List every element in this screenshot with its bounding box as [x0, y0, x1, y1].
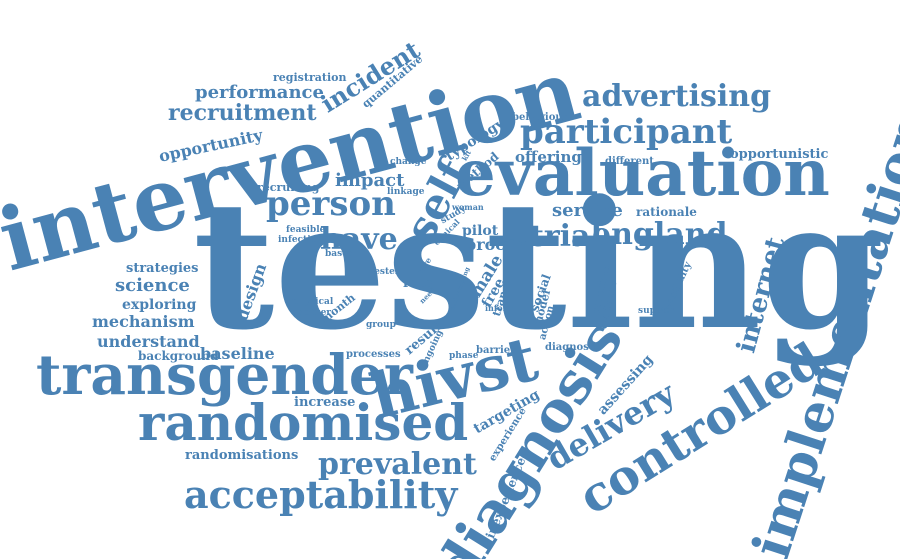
word-science: science [115, 277, 190, 295]
word-adopter: adopter [292, 309, 331, 318]
word-understand: understand [97, 334, 200, 350]
word-baseline: baseline [200, 346, 275, 362]
word-processes: processes [346, 350, 401, 360]
word-mechanism: mechanism [92, 314, 195, 330]
word-group: group [366, 321, 396, 330]
word-opportunistic: opportunistic [730, 148, 828, 161]
word-infection: infection [278, 236, 323, 245]
word-trial: trial [530, 222, 602, 252]
word-diagnose: diagnose [545, 343, 595, 353]
word-based: based [325, 250, 354, 259]
word-recruiting: recruiting [257, 182, 319, 193]
word-proc: proc [465, 237, 505, 253]
word-recruitment: recruitment [168, 102, 317, 124]
word-randomisations: randomisations [185, 449, 298, 462]
word-strategies: strategies [126, 262, 199, 275]
word-offer: offer [503, 240, 527, 249]
word-linkage: linkage [387, 188, 424, 197]
word-tester: tester [370, 268, 400, 277]
word-woman: woman [452, 203, 484, 211]
word-support: support [638, 307, 677, 316]
word-advertising: advertising [582, 82, 771, 112]
word-performance: performance [195, 84, 324, 102]
word-change: change [390, 158, 426, 167]
word-increase: increase [294, 396, 355, 409]
word-prevalent: prevalent [318, 450, 477, 480]
word-england: england [592, 220, 728, 250]
word-feasible: feasible [286, 226, 325, 235]
word-barrier: barrier [476, 346, 515, 356]
word-service: service [552, 202, 623, 220]
word-phase: phase [449, 352, 478, 361]
word-exploring: exploring [122, 298, 196, 312]
word-physical: physical [292, 298, 333, 307]
word-different: different [605, 157, 654, 167]
word-registration: registration [273, 72, 346, 83]
word-offering: offering [515, 150, 582, 165]
word-rationale: rationale [636, 206, 697, 218]
word-behaviour: behaviour [512, 113, 568, 123]
